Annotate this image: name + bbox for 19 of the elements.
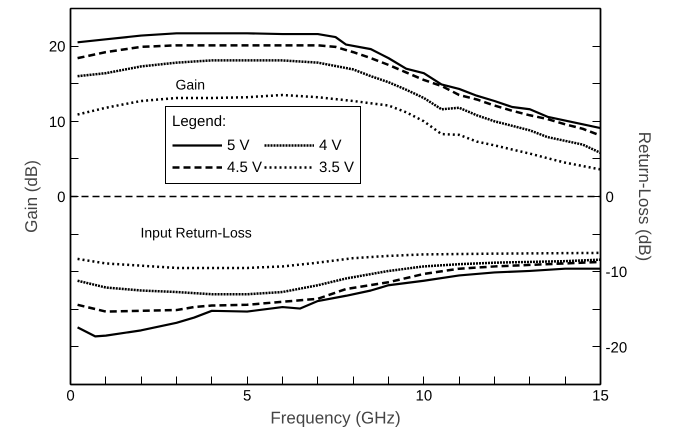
legend-title: Legend:	[172, 113, 228, 130]
legend-label: 4.5 V	[227, 158, 262, 176]
y2-tick-label: -10	[606, 264, 628, 282]
x-axis-title: Frequency (GHz)	[270, 408, 401, 428]
y-tick-label: 10	[48, 114, 66, 131]
y-axis-title: Gain (dB)	[22, 160, 41, 233]
annotation: Input Return-Loss	[140, 224, 252, 240]
y-tick-label: 0	[57, 189, 66, 206]
legend-label: 4 V	[319, 136, 342, 154]
x-tick-label: 10	[415, 388, 432, 404]
legend-label: 3.5 V	[319, 158, 354, 176]
y-tick-label: 20	[48, 38, 66, 56]
legend-label: 5 V	[227, 136, 250, 154]
y2-tick-label: -20	[606, 339, 628, 356]
y2-tick-label: 0	[606, 189, 614, 206]
y2-axis-title: Return-Loss (dB)	[635, 132, 654, 262]
x-tick-label: 15	[592, 388, 609, 404]
annotation: Gain	[176, 76, 206, 92]
x-tick-label: 5	[242, 388, 252, 404]
